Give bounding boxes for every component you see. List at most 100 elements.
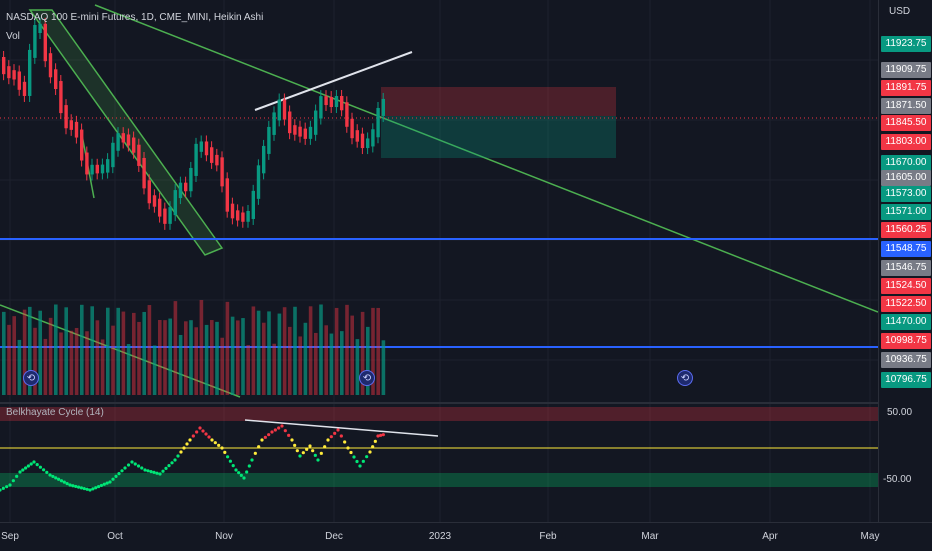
candle [324,96,328,106]
time-axis[interactable]: Sep Oct Nov Dec 2023 Feb Mar Apr May [0,522,932,551]
volume-bar [319,304,323,395]
volume-bar [74,327,79,395]
candle [33,25,37,58]
oscillator-point [263,435,267,439]
oscillator-point [207,435,211,439]
candle [194,143,198,176]
oscillator-point [352,455,356,459]
currency-label: USD [889,6,911,17]
trend-channel[interactable] [28,9,224,256]
oscillator-point [381,433,385,437]
volume-bar [142,311,146,395]
oscillator-point [54,476,58,480]
price-axis[interactable]: USD 11923.75 11909.75 11891.75 11871.50 1184… [878,0,932,522]
candle [90,164,94,175]
oscillator-point [146,469,150,473]
oscillator-point [105,481,109,485]
candle [215,154,219,166]
volume-bar [95,320,100,395]
oscillator-point [237,471,241,475]
candle [204,141,209,156]
candle [360,133,365,149]
volume-bar [303,322,308,395]
stop-zone[interactable] [381,87,616,116]
volume-bar [2,311,6,395]
oscillator-point [29,462,33,466]
oscillator-point [231,464,235,468]
volume-bar [345,304,349,395]
oscillator-point [343,440,347,444]
oscillator-point [126,463,131,467]
candle [329,97,333,108]
volume-bar [59,332,63,395]
price-tag: 11546.75 [881,260,931,276]
oscillator-point [355,459,359,464]
chart-title: NASDAQ 100 E-mini Futures, 1D, CME_MINI,… [6,12,264,23]
candle [152,195,157,207]
descending-trendline[interactable] [94,4,878,313]
time-label: Feb [539,531,557,542]
candle [43,23,47,62]
volume-bar [288,326,292,395]
candle [137,144,141,166]
oscillator-point [140,466,144,470]
candle [308,126,313,139]
candle [381,98,385,116]
volume-bar [194,327,198,395]
event-icon[interactable]: ⟲ [23,370,39,386]
candle [38,23,42,34]
oscillator-point [316,458,320,462]
oscillator-point [336,428,340,432]
oscillator-point [91,487,95,491]
oscillator-point [99,483,104,488]
rising-resistance-line[interactable] [254,51,413,111]
target-zone[interactable] [381,116,616,158]
oscillator-point [319,451,323,455]
event-icon[interactable]: ⟲ [359,370,375,386]
oscillator-point [371,445,375,449]
volume-bar [69,330,74,395]
volume-bar [48,317,53,395]
price-tag: 11923.75 [881,36,931,52]
volume-bar [314,332,318,395]
oscillator-point [365,455,369,459]
volume-bar [158,319,162,395]
volume-bar [100,339,105,395]
volume-bar [178,334,183,395]
event-icon[interactable]: ⟲ [677,370,693,386]
price-tag: 11571.00 [881,204,931,220]
candle [298,126,302,137]
oscillator-point [349,450,353,455]
oscillator-point [298,454,302,458]
oscillator-point [326,438,330,442]
oscillator-point [114,474,118,478]
oscillator-point [62,480,66,484]
volume-bar [189,320,193,395]
candles [2,17,385,230]
indicator-label: Belkhayate Cycle (14) [6,407,104,418]
oscillator-point [250,458,254,462]
oscillator-point [305,447,309,451]
candle [48,53,53,78]
oscillator-point [108,480,112,484]
candle [230,203,235,219]
osc-trendline[interactable] [244,419,439,437]
osc-lower-band [0,473,878,487]
grid [0,0,878,522]
oscillator-point [130,460,134,464]
volume-bar [132,312,136,395]
volume-bar [324,325,328,395]
volume-bar [350,315,354,395]
candle [132,137,136,153]
chart-canvas[interactable] [0,0,878,522]
candle [256,165,261,199]
oscillator-point [68,483,72,487]
time-label: 2023 [428,531,452,542]
price-tag: 10936.75 [881,352,931,368]
candle [345,102,349,127]
volume-bar [33,327,37,395]
candle [59,81,63,114]
oscillator-point [260,438,264,442]
oscillator-point [226,455,230,459]
